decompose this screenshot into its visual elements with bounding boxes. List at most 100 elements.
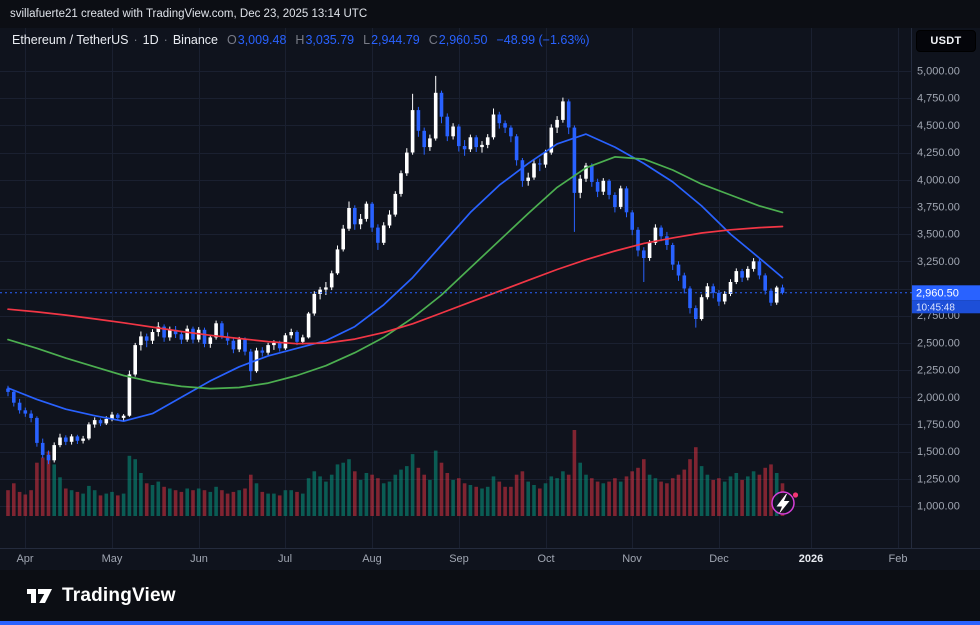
- countdown-value: 10:45:48: [916, 302, 955, 313]
- candle-body: [347, 208, 351, 229]
- candle-body: [260, 350, 265, 353]
- time-tick-label: Apr: [16, 553, 33, 565]
- candle-body: [144, 336, 149, 341]
- candle-body: [87, 424, 91, 439]
- volume-bar: [370, 474, 374, 516]
- volume-bar: [503, 486, 507, 516]
- candle-body: [370, 203, 374, 228]
- exchange-label[interactable]: Binance: [172, 33, 219, 47]
- candle-body: [306, 313, 311, 338]
- candle-body: [399, 173, 403, 194]
- candle-body: [561, 101, 565, 120]
- interval-label[interactable]: 1D: [142, 33, 159, 47]
- volume-bar: [694, 447, 698, 516]
- candle-body: [69, 436, 74, 442]
- volume-bar: [225, 493, 230, 516]
- volume-bar: [376, 478, 380, 516]
- currency-unit-button[interactable]: USDT: [916, 30, 976, 52]
- last-price-badge-value: 2,960.50: [916, 288, 959, 300]
- volume-bar: [312, 471, 317, 516]
- volume-bar: [110, 491, 114, 516]
- volume-bar: [561, 471, 565, 516]
- candle-body: [127, 374, 132, 416]
- candle-body: [584, 165, 588, 179]
- candle-body: [64, 437, 68, 442]
- volume-bar: [202, 490, 207, 516]
- change-value: −48.99 (−1.63%): [496, 33, 590, 47]
- time-tick-label: Jul: [278, 553, 292, 565]
- candle-series: [6, 75, 785, 465]
- candle-body: [728, 282, 733, 294]
- price-tick-label: 4,750.00: [917, 93, 960, 105]
- tradingview-wordmark[interactable]: TradingView: [62, 584, 176, 606]
- volume-bar: [358, 479, 363, 516]
- ohlc-close-value: 2,960.50: [438, 33, 488, 47]
- candle-body: [185, 328, 189, 340]
- time-tick-label: Aug: [362, 553, 382, 565]
- candle-body: [318, 289, 322, 294]
- candle-body: [491, 114, 496, 138]
- candle-body: [202, 329, 207, 344]
- flash-boost-icon[interactable]: [771, 491, 799, 515]
- candle-body: [312, 293, 317, 314]
- time-axis[interactable]: Apr May Jun Jul Aug Sep Oct Nov Dec 2026 Feb: [16, 553, 907, 565]
- volume-bar: [416, 467, 421, 516]
- volume-bar: [607, 481, 611, 516]
- volume-bar: [133, 459, 137, 516]
- symbol-legend[interactable]: Ethereum / TetherUS · 1D · Binance O 3,0…: [12, 33, 590, 47]
- volume-bar: [52, 464, 56, 516]
- volume-bar: [301, 493, 305, 516]
- candle-body: [428, 138, 432, 148]
- candle-body: [618, 188, 623, 207]
- candle-body: [29, 413, 33, 418]
- volume-bar: [249, 474, 253, 516]
- candle-body: [555, 119, 559, 128]
- candle-body: [6, 388, 10, 392]
- candle-body: [225, 336, 230, 341]
- volume-bar: [538, 488, 542, 516]
- price-tick-label: 3,750.00: [917, 201, 960, 213]
- volume-bar: [329, 474, 334, 516]
- volume-bar: [670, 478, 675, 516]
- price-axis[interactable]: 5,000.00 4,750.00 4,500.00 4,250.00 4,000.00…: [917, 66, 960, 513]
- volume-bar: [509, 486, 513, 516]
- volume-bar: [433, 450, 438, 516]
- volume-bar: [422, 474, 426, 516]
- candle-body: [17, 402, 22, 411]
- candle-body: [740, 271, 744, 278]
- tradingview-logo-icon[interactable]: [26, 586, 53, 606]
- volume-bar: [497, 481, 502, 516]
- candle-body: [110, 414, 114, 419]
- volume-bar: [277, 495, 282, 516]
- candle-body: [301, 337, 305, 342]
- candle-body: [636, 229, 640, 251]
- price-tick-label: 1,750.00: [917, 419, 960, 431]
- volume-bar: [23, 494, 28, 516]
- candle-body: [543, 152, 548, 165]
- candle-body: [231, 340, 236, 350]
- time-tick-label: Dec: [709, 553, 729, 565]
- ohlc-high-value: 3,035.79: [305, 33, 355, 47]
- volume-bar: [150, 485, 155, 516]
- volume-bar: [104, 493, 109, 516]
- volume-series: [6, 430, 785, 516]
- candle-body: [474, 137, 478, 148]
- candle-body: [549, 127, 554, 153]
- price-tick-label: 1,250.00: [917, 473, 960, 485]
- volume-bar: [520, 471, 525, 516]
- candle-body: [578, 178, 582, 193]
- volume-bar: [653, 478, 658, 516]
- candle-body: [329, 273, 334, 288]
- volume-bar: [526, 481, 530, 516]
- candle-body: [439, 92, 444, 117]
- volume-bar: [168, 488, 172, 516]
- price-chart-canvas[interactable]: Apr May Jun Jul Aug Sep Oct Nov Dec 2026 Feb 5,000.…: [0, 28, 980, 570]
- volume-bar: [451, 479, 455, 516]
- chart-pane[interactable]: Apr May Jun Jul Aug Sep Oct Nov Dec 2026 Feb 5,000.…: [0, 28, 980, 570]
- symbol-name[interactable]: Ethereum / TetherUS: [12, 33, 129, 47]
- dot-separator: ·: [163, 33, 168, 47]
- volume-bar: [746, 476, 750, 516]
- volume-bar: [341, 462, 345, 516]
- volume-bar: [144, 483, 149, 516]
